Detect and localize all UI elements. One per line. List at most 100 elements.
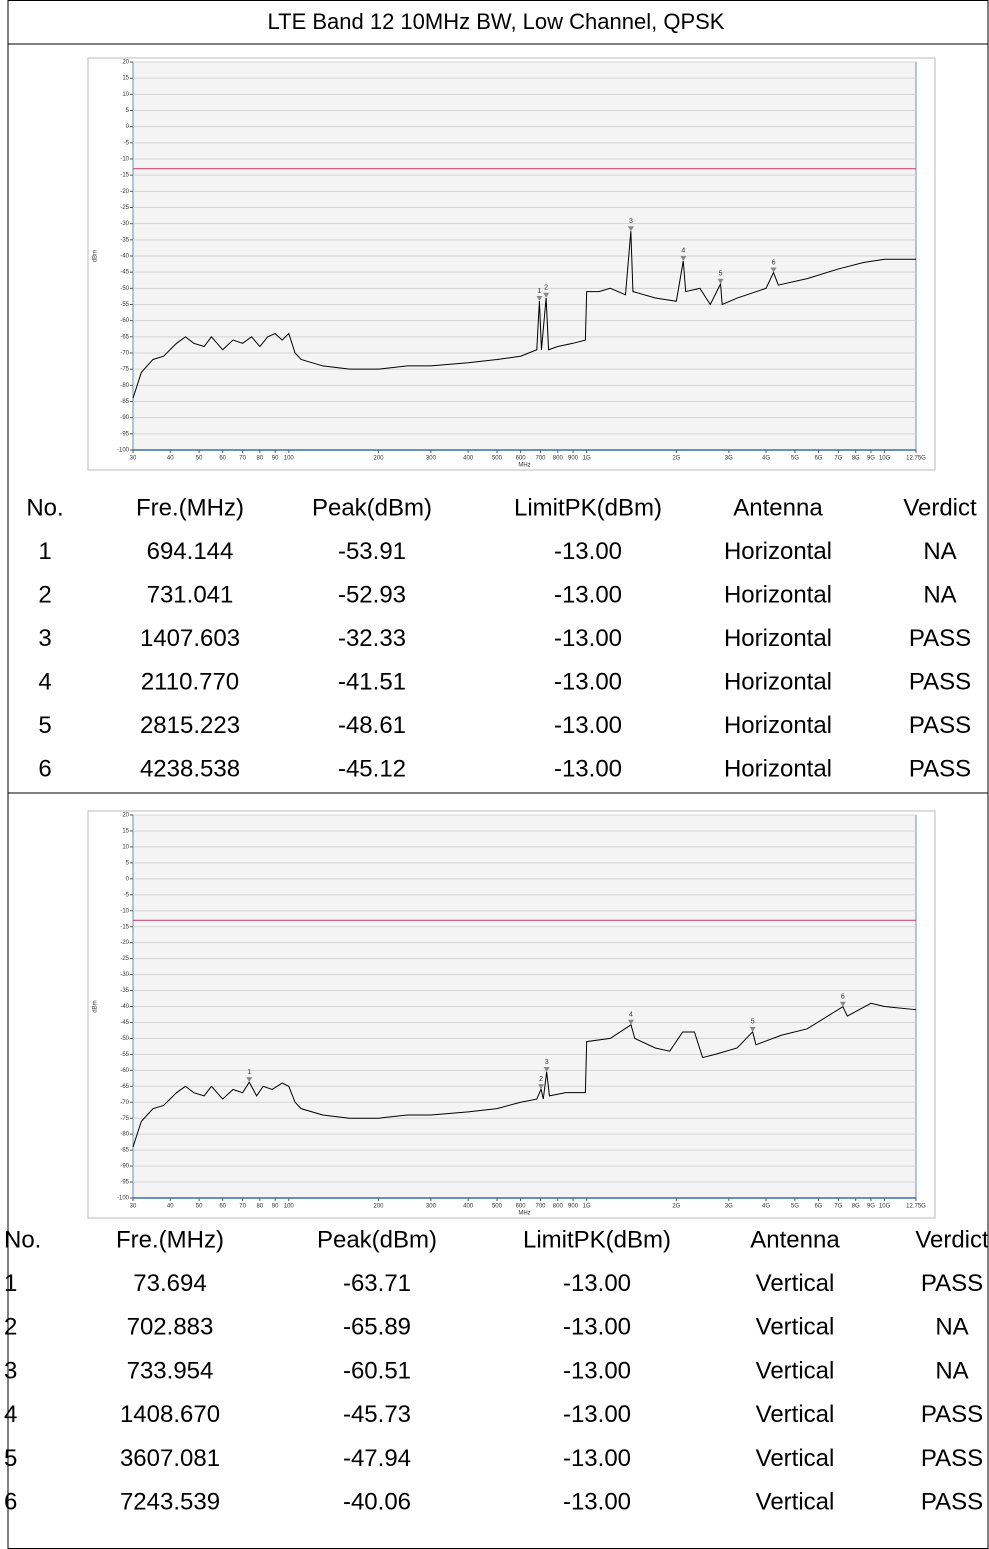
x-axis-label: MHz xyxy=(518,463,530,469)
x-tick-label: 50 xyxy=(196,456,203,462)
y-tick-label: -85 xyxy=(120,1148,129,1154)
table-cell: -13.00 xyxy=(563,1489,631,1516)
table-cell: -13.00 xyxy=(563,1357,631,1384)
table-cell: Vertical xyxy=(756,1357,835,1384)
table-cell: 731.041 xyxy=(147,581,234,608)
x-tick-label: 100 xyxy=(284,1204,295,1210)
table-cell: -45.73 xyxy=(343,1401,411,1428)
y-tick-label: 10 xyxy=(122,92,129,98)
y-tick-label: -90 xyxy=(120,415,129,421)
x-tick-label: 800 xyxy=(553,1204,564,1210)
peak-marker-label: 6 xyxy=(772,259,776,266)
x-tick-label: 10G xyxy=(879,456,891,462)
x-tick-label: 50 xyxy=(196,1204,203,1210)
x-tick-label: 600 xyxy=(516,1204,527,1210)
y-tick-label: -95 xyxy=(120,1180,129,1186)
peak-marker-label: 2 xyxy=(544,285,548,292)
table-cell: -13.00 xyxy=(554,581,622,608)
table-header: Verdict xyxy=(915,1226,989,1253)
peak-marker-label: 3 xyxy=(545,1059,549,1066)
x-tick-label: 9G xyxy=(867,456,875,462)
x-tick-label: 90 xyxy=(272,456,279,462)
table-cell: PASS xyxy=(921,1445,983,1472)
x-tick-label: 80 xyxy=(257,1204,264,1210)
x-tick-label: 30 xyxy=(130,1204,137,1210)
x-tick-label: 700 xyxy=(536,1204,547,1210)
table-cell: -13.00 xyxy=(554,668,622,695)
y-tick-label: -15 xyxy=(120,924,129,930)
x-tick-label: 10G xyxy=(879,1204,891,1210)
y-tick-label: -80 xyxy=(120,1132,129,1138)
y-tick-label: -10 xyxy=(120,157,129,163)
table-cell: 702.883 xyxy=(127,1314,214,1341)
y-tick-label: 20 xyxy=(122,813,129,819)
peak-marker xyxy=(543,1066,550,1072)
table-cell: Horizontal xyxy=(724,625,832,652)
table-cell: 3607.081 xyxy=(120,1445,220,1472)
x-tick-label: 100 xyxy=(284,456,295,462)
peak-marker xyxy=(543,292,550,298)
peak-marker xyxy=(839,1001,846,1007)
table-cell: -13.00 xyxy=(563,1270,631,1297)
table-cell: Vertical xyxy=(756,1401,835,1428)
table-cell: -52.93 xyxy=(338,581,406,608)
table-cell: NA xyxy=(935,1357,968,1384)
peak-marker-label: 5 xyxy=(719,271,723,278)
title: LTE Band 12 10MHz BW, Low Channel, QPSK xyxy=(268,9,725,34)
x-tick-label: 40 xyxy=(167,1204,174,1210)
peak-marker-label: 2 xyxy=(539,1076,543,1083)
table-header: Fre.(MHz) xyxy=(136,494,244,521)
x-tick-label: 200 xyxy=(373,456,384,462)
y-tick-label: -55 xyxy=(120,302,129,308)
table-cell: NA xyxy=(923,581,956,608)
table-cell: 6 xyxy=(4,1489,17,1516)
x-tick-label: 3G xyxy=(725,1204,733,1210)
table-cell: -63.71 xyxy=(343,1270,411,1297)
peak-marker-label: 4 xyxy=(629,1012,633,1019)
y-tick-label: -25 xyxy=(120,956,129,962)
x-tick-label: 600 xyxy=(516,456,527,462)
table-cell: PASS xyxy=(909,668,971,695)
y-tick-label: -75 xyxy=(120,367,129,373)
y-tick-label: -50 xyxy=(120,1036,129,1042)
y-tick-label: 20 xyxy=(122,60,129,66)
x-axis-label: MHz xyxy=(518,1211,530,1217)
table-cell: Vertical xyxy=(756,1445,835,1472)
y-tick-label: -35 xyxy=(120,237,129,243)
y-axis-label: dBm xyxy=(93,1000,99,1012)
table-cell: Horizontal xyxy=(724,668,832,695)
x-tick-label: 4G xyxy=(762,456,770,462)
table-cell: -40.06 xyxy=(343,1489,411,1516)
y-tick-label: 0 xyxy=(126,876,130,882)
x-tick-label: 400 xyxy=(463,456,474,462)
table-cell: 2 xyxy=(4,1314,17,1341)
y-tick-label: -35 xyxy=(120,988,129,994)
table-cell: -13.00 xyxy=(563,1314,631,1341)
x-tick-label: 60 xyxy=(219,456,226,462)
table-cell: 1 xyxy=(4,1270,17,1297)
table-header: LimitPK(dBm) xyxy=(523,1226,671,1253)
x-tick-label: 6G xyxy=(814,1204,822,1210)
table-cell: -32.33 xyxy=(338,625,406,652)
x-tick-label: 40 xyxy=(167,456,174,462)
y-tick-label: 5 xyxy=(126,860,130,866)
peak-marker xyxy=(538,1084,545,1090)
table-header: No. xyxy=(26,494,63,521)
x-tick-label: 700 xyxy=(536,456,547,462)
table-cell: NA xyxy=(923,538,956,565)
table-cell: 694.144 xyxy=(147,538,234,565)
table-cell: PASS xyxy=(909,755,971,782)
y-tick-label: -40 xyxy=(120,254,129,260)
table-cell: 1408.670 xyxy=(120,1401,220,1428)
y-tick-label: -20 xyxy=(120,940,129,946)
x-tick-label: 30 xyxy=(130,456,137,462)
x-tick-label: 300 xyxy=(426,456,437,462)
x-tick-label: 800 xyxy=(553,456,564,462)
x-tick-label: 90 xyxy=(272,1204,279,1210)
peak-marker xyxy=(627,1019,634,1025)
y-tick-label: -50 xyxy=(120,286,129,292)
x-tick-label: 4G xyxy=(762,1204,770,1210)
table-cell: 733.954 xyxy=(127,1357,214,1384)
table-cell: -41.51 xyxy=(338,668,406,695)
x-tick-label: 900 xyxy=(568,1204,579,1210)
